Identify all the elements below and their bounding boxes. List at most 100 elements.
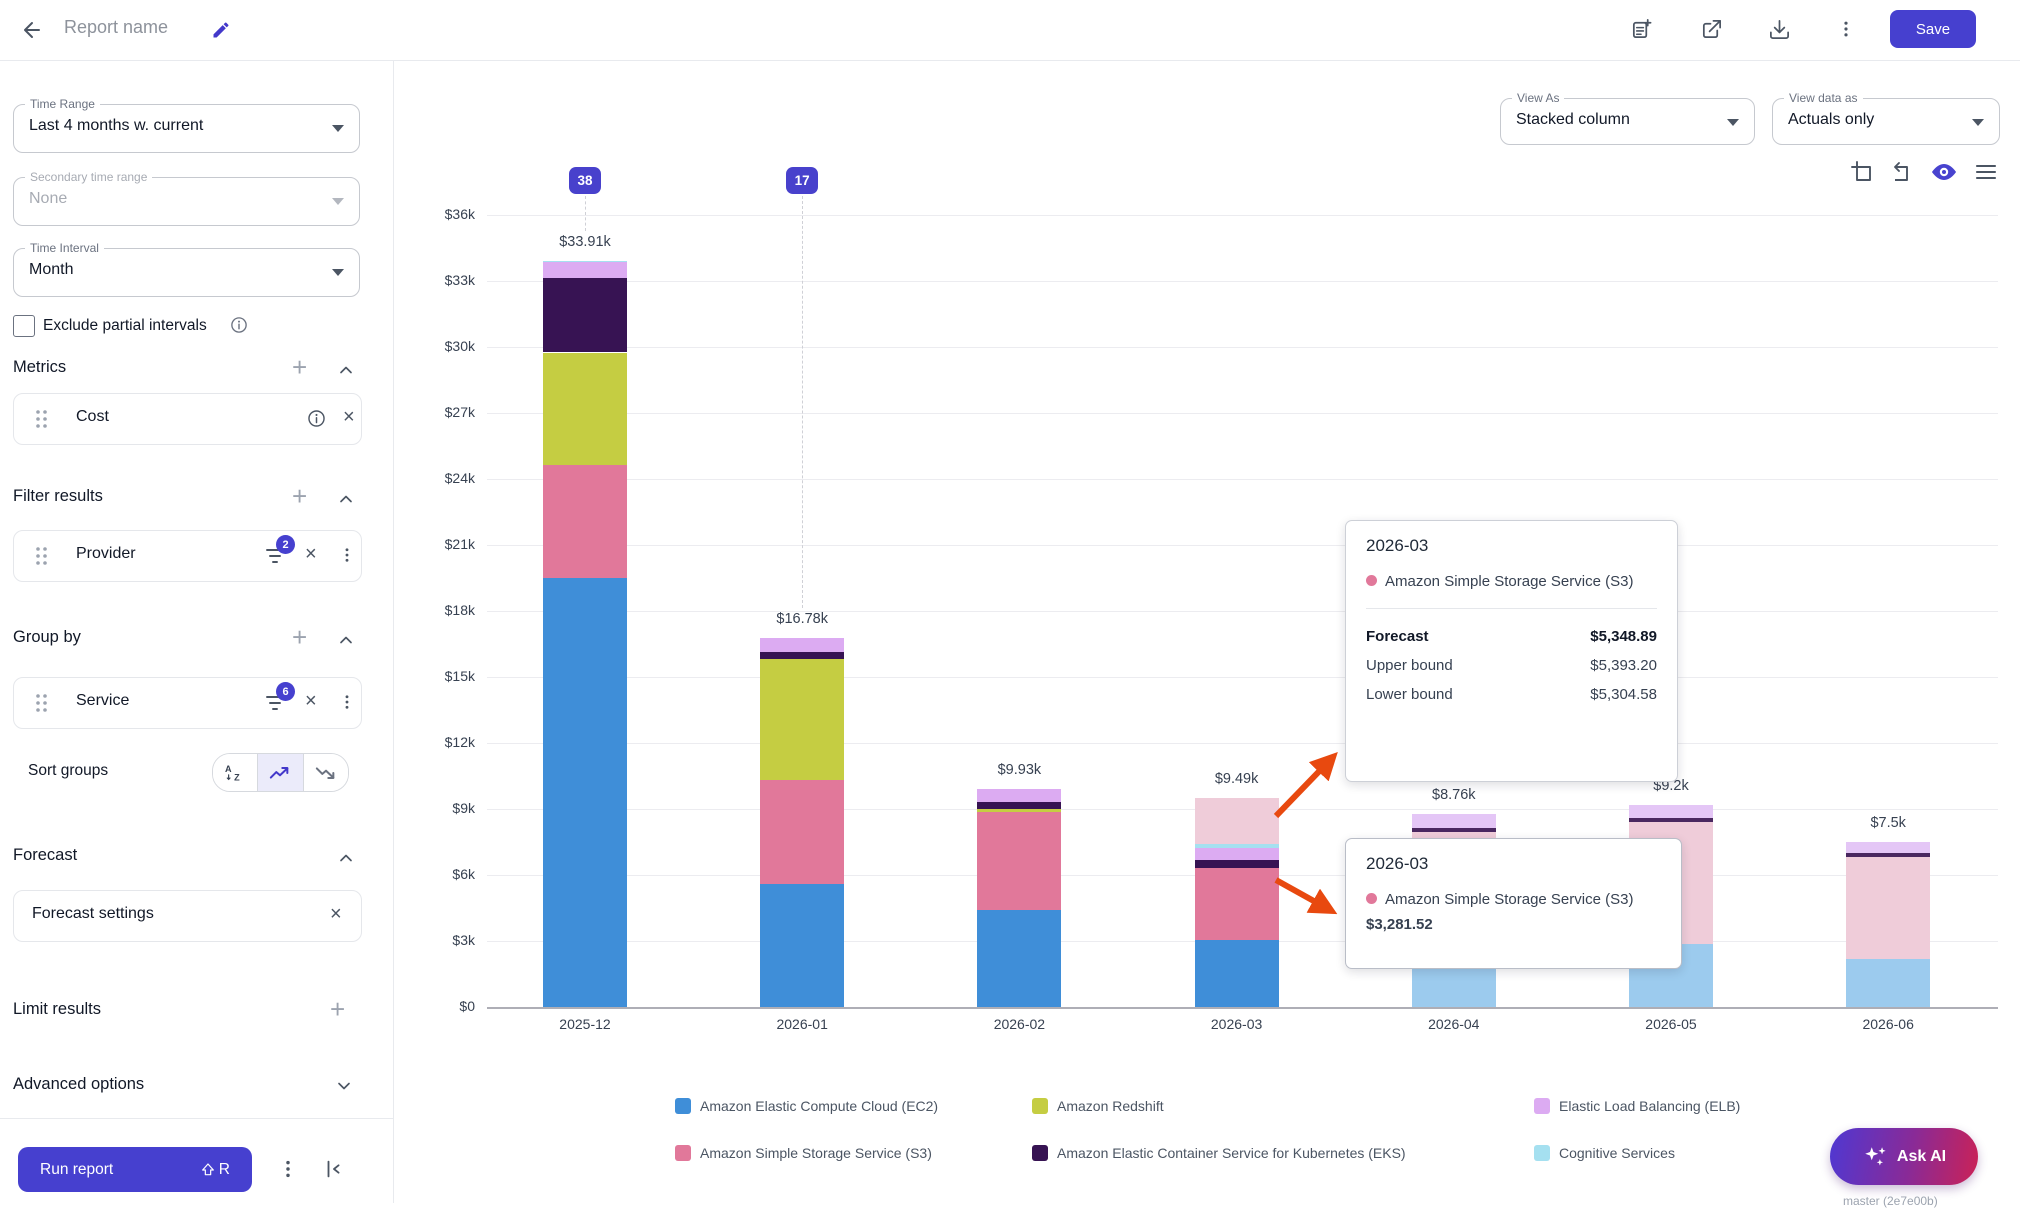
- bar-segment-ec2[interactable]: [1194, 939, 1279, 1007]
- view-as-select[interactable]: View As Stacked column: [1500, 91, 1755, 145]
- drag-handle-icon[interactable]: [34, 693, 50, 713]
- bar-segment-s3_forecast[interactable]: [1846, 857, 1931, 959]
- bar-segment-eks_forecast[interactable]: [1629, 817, 1713, 823]
- remove-forecast-icon[interactable]: ×: [330, 903, 342, 925]
- bar-segment-eks_forecast[interactable]: [1846, 853, 1931, 858]
- bar-segment-elb[interactable]: [543, 262, 627, 278]
- ask-ai-button[interactable]: Ask AI: [1830, 1128, 1978, 1185]
- bar-segment-elb_forecast[interactable]: [1846, 842, 1931, 854]
- bar-segment-s3[interactable]: [1194, 867, 1279, 940]
- report-title: Report name: [64, 17, 169, 37]
- remove-metric-icon[interactable]: ×: [343, 406, 355, 428]
- collapse-sidebar-icon[interactable]: [322, 1158, 346, 1180]
- bar-segment-eks[interactable]: [977, 801, 1062, 810]
- add-metric-button[interactable]: +: [292, 352, 308, 382]
- bar-segment-elb_forecast[interactable]: [1629, 804, 1713, 818]
- remove-group-icon[interactable]: ×: [305, 690, 317, 712]
- view-data-as-select[interactable]: View data as Actuals only: [1772, 91, 2000, 145]
- bar-segment-redshift[interactable]: [760, 659, 845, 781]
- x-axis-category-label: 2026-02: [993, 1016, 1046, 1032]
- version-tag: master (2e7e00b): [1843, 1194, 1938, 1208]
- edit-title-button[interactable]: [205, 14, 237, 46]
- drag-handle-icon[interactable]: [34, 546, 50, 566]
- bar-segment-elb_forecast[interactable]: [1411, 814, 1496, 828]
- collapse-metrics-chevron-up-icon[interactable]: [336, 360, 356, 380]
- download-button[interactable]: [1763, 13, 1795, 45]
- forecast-settings-card[interactable]: Forecast settings ×: [13, 890, 362, 942]
- info-icon[interactable]: [307, 409, 326, 428]
- legend-item-cognitive[interactable]: Cognitive Services: [1534, 1145, 1675, 1161]
- kebab-menu-icon[interactable]: [338, 546, 356, 564]
- back-button[interactable]: [16, 14, 48, 46]
- chart-menu-hamburger-icon[interactable]: [1974, 160, 1998, 184]
- forecast-section-title: Forecast: [13, 846, 78, 864]
- filter-card-provider[interactable]: Provider 2 ×: [13, 530, 362, 582]
- zoom-selection-icon[interactable]: [1850, 160, 1874, 184]
- bar-segment-s3[interactable]: [977, 812, 1062, 911]
- bar-segment-eks_forecast[interactable]: [1411, 827, 1496, 833]
- bar-segment-cognitive[interactable]: [543, 260, 627, 263]
- kebab-menu-icon[interactable]: [338, 693, 356, 711]
- bar-segment-ec2_forecast[interactable]: [1846, 958, 1931, 1007]
- forecast-tooltip: 2026-03 Amazon Simple Storage Service (S…: [1345, 520, 1678, 782]
- x-axis-category-label: 2025-12: [559, 1016, 611, 1032]
- sort-ascending-button[interactable]: [257, 754, 303, 791]
- bar-segment-elb[interactable]: [1194, 847, 1279, 860]
- bar-segment-ec2[interactable]: [543, 578, 627, 1007]
- time-interval-select[interactable]: Time Interval Month: [13, 241, 360, 297]
- time-range-select[interactable]: Time Range Last 4 months w. current: [13, 97, 360, 153]
- tooltip-row-forecast: Forecast $5,348.89: [1366, 627, 1657, 645]
- reset-zoom-icon[interactable]: [1890, 160, 1914, 184]
- bar-segment-ec2[interactable]: [977, 910, 1062, 1007]
- legend-swatch: [675, 1098, 691, 1114]
- legend-item-ec2[interactable]: Amazon Elastic Compute Cloud (EC2): [675, 1098, 938, 1114]
- column-comment-badge[interactable]: 38: [569, 167, 601, 194]
- expand-advanced-chevron-down-icon[interactable]: [334, 1076, 354, 1096]
- group-card-service[interactable]: Service 6 ×: [13, 677, 362, 729]
- bar-segment-eks[interactable]: [543, 277, 627, 353]
- add-filter-button[interactable]: +: [292, 481, 308, 511]
- bar-segment-s3[interactable]: [543, 464, 627, 578]
- tooltip-row-upper-bound: Upper bound $5,393.20: [1366, 656, 1657, 674]
- chevron-down-icon: [332, 125, 344, 132]
- info-icon[interactable]: [230, 316, 248, 334]
- collapse-filters-chevron-up-icon[interactable]: [336, 489, 356, 509]
- bar-segment-elb[interactable]: [977, 788, 1062, 802]
- bar-segment-ec2[interactable]: [760, 883, 845, 1007]
- bar-segment-s3_forecast[interactable]: [1194, 798, 1279, 844]
- sort-descending-button[interactable]: [302, 754, 348, 791]
- secondary-time-range-select[interactable]: Secondary time range None: [13, 170, 360, 226]
- bar-segment-redshift[interactable]: [977, 809, 1062, 813]
- run-options-kebab-icon[interactable]: [277, 1158, 299, 1180]
- visibility-eye-icon[interactable]: [1930, 160, 1958, 184]
- exclude-partial-intervals-checkbox[interactable]: [13, 315, 35, 337]
- collapse-forecast-chevron-up-icon[interactable]: [336, 848, 356, 868]
- bar-segment-s3[interactable]: [760, 780, 845, 884]
- legend-label: Amazon Elastic Compute Cloud (EC2): [700, 1098, 939, 1114]
- drag-handle-icon[interactable]: [34, 409, 50, 429]
- legend-item-eks[interactable]: Amazon Elastic Container Service for Kub…: [1032, 1145, 1406, 1161]
- add-limit-button[interactable]: +: [330, 994, 346, 1024]
- open-in-new-button[interactable]: [1695, 13, 1727, 45]
- legend-item-redshift[interactable]: Amazon Redshift: [1032, 1098, 1164, 1114]
- collapse-groups-chevron-up-icon[interactable]: [336, 630, 356, 650]
- bar-segment-eks[interactable]: [1194, 859, 1279, 868]
- bar-segment-cognitive[interactable]: [1194, 843, 1279, 848]
- run-report-button[interactable]: Run report R: [18, 1147, 252, 1192]
- more-options-button[interactable]: [1830, 13, 1862, 45]
- legend-label: Amazon Redshift: [1057, 1098, 1164, 1114]
- column-comment-badge[interactable]: 17: [786, 167, 819, 194]
- legend-item-s3[interactable]: Amazon Simple Storage Service (S3): [675, 1145, 932, 1161]
- metric-card-cost[interactable]: Cost ×: [13, 393, 362, 445]
- add-to-dashboard-button[interactable]: [1625, 13, 1657, 45]
- gridline: [487, 281, 1998, 282]
- bar-segment-eks[interactable]: [760, 651, 845, 660]
- save-button[interactable]: Save: [1890, 10, 1976, 48]
- run-report-label: Run report: [40, 1160, 114, 1178]
- bar-segment-redshift[interactable]: [543, 352, 627, 465]
- remove-filter-icon[interactable]: ×: [305, 543, 317, 565]
- bar-segment-elb[interactable]: [760, 637, 845, 652]
- add-group-button[interactable]: +: [292, 622, 308, 652]
- legend-item-elb[interactable]: Elastic Load Balancing (ELB): [1534, 1098, 1740, 1114]
